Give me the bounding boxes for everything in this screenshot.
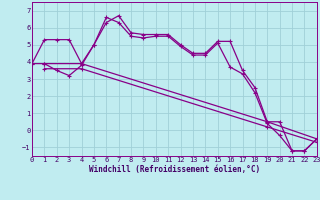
X-axis label: Windchill (Refroidissement éolien,°C): Windchill (Refroidissement éolien,°C) (89, 165, 260, 174)
